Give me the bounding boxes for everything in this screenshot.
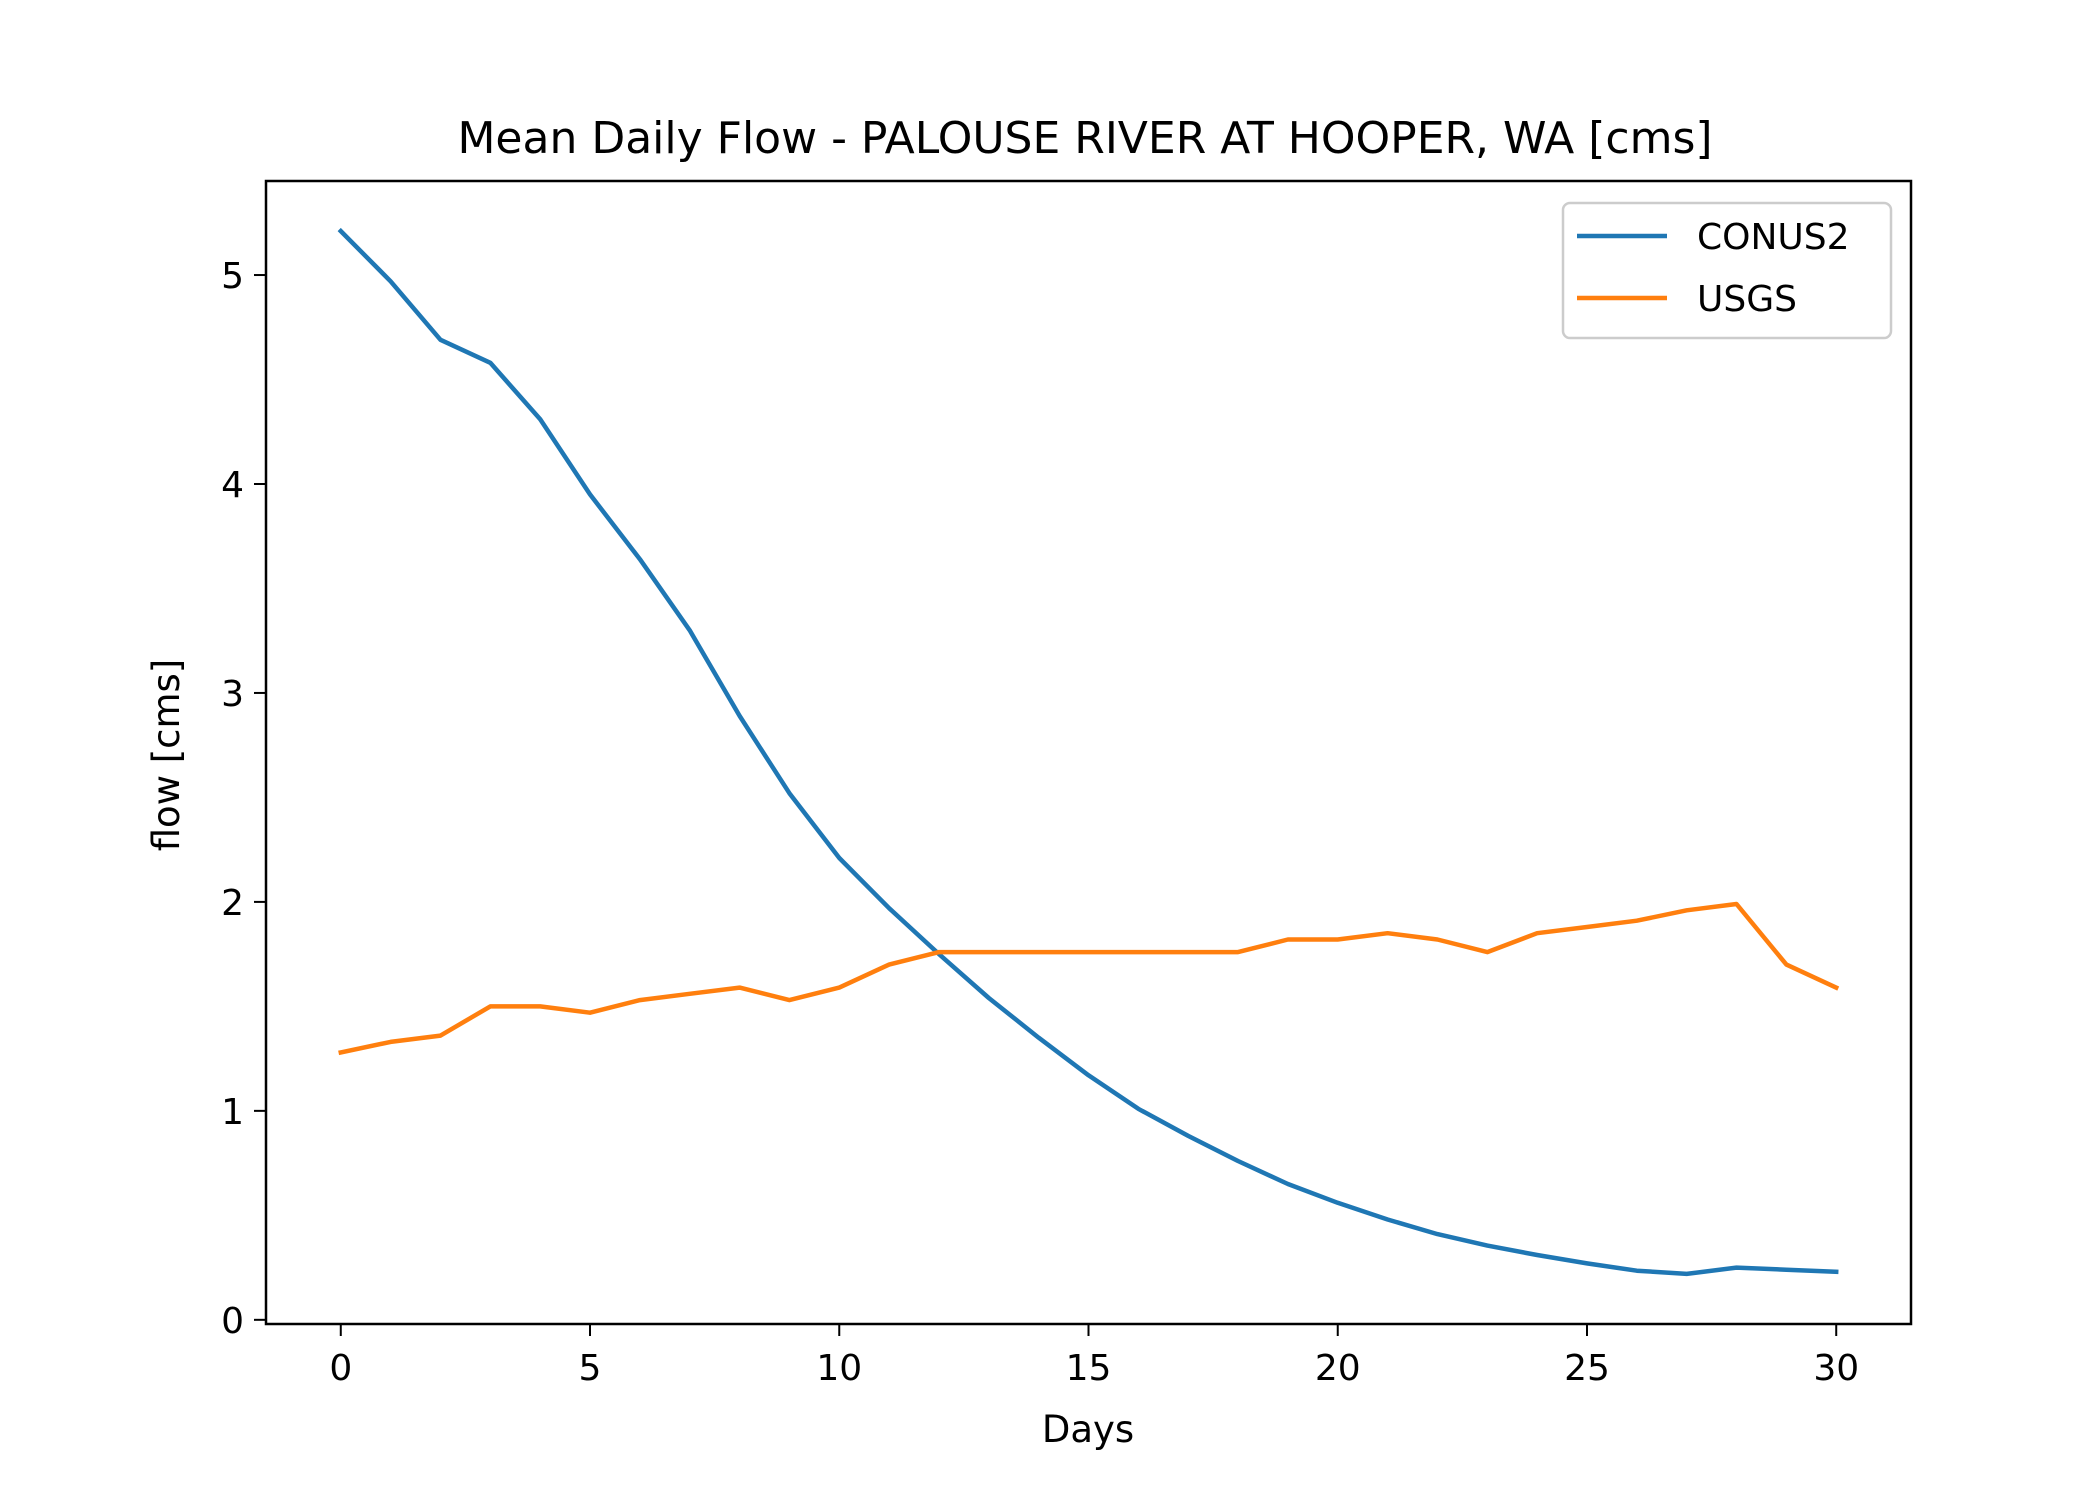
series-line-usgs xyxy=(338,901,1840,1056)
x-tick-label: 0 xyxy=(329,1348,352,1389)
x-tick-label: 5 xyxy=(579,1348,602,1389)
y-tick-label: 4 xyxy=(221,465,244,506)
x-tick-label: 15 xyxy=(1066,1348,1112,1389)
x-axis-label: Days xyxy=(1042,1408,1134,1451)
chart-title: Mean Daily Flow - PALOUSE RIVER AT HOOPE… xyxy=(457,113,1712,164)
x-tick-label: 10 xyxy=(816,1348,862,1389)
y-tick-label: 3 xyxy=(221,674,244,715)
legend-label-usgs: USGS xyxy=(1697,279,1797,320)
y-tick-label: 1 xyxy=(221,1092,244,1133)
x-tick-label: 25 xyxy=(1564,1348,1610,1389)
plot-series xyxy=(337,227,1840,1277)
legend: CONUS2 USGS xyxy=(1561,201,1893,340)
legend-label-conus2: CONUS2 xyxy=(1697,217,1850,258)
x-tick-label: 20 xyxy=(1315,1348,1361,1389)
plot-area-frame xyxy=(264,179,1913,1326)
y-axis-label: flow [cms] xyxy=(145,659,188,852)
y-axis-ticks: 0 1 2 3 4 5 xyxy=(221,256,266,1342)
y-tick-label: 2 xyxy=(221,883,244,924)
series-line-conus2 xyxy=(337,227,1839,1277)
y-tick-label: 0 xyxy=(221,1301,244,1342)
y-tick-label: 5 xyxy=(221,256,244,297)
x-axis-ticks: 0 5 10 15 20 25 30 xyxy=(329,1324,1859,1389)
x-tick-label: 30 xyxy=(1813,1348,1859,1389)
